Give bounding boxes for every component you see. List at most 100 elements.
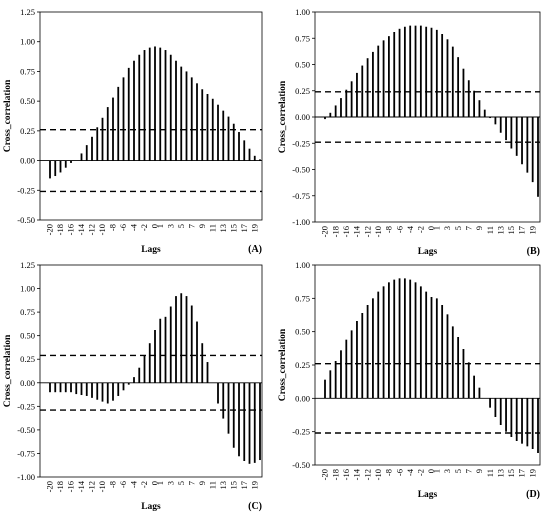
x-tick-label: 3: [165, 224, 175, 228]
x-tick-label: -20: [45, 481, 55, 492]
y-tick-label: 1.00: [20, 284, 35, 294]
y-tick-label: 0.25: [20, 354, 35, 364]
x-tick-label: -18: [55, 481, 65, 492]
x-tick-label: -4: [405, 468, 415, 476]
y-tick-label: -0.50: [292, 165, 310, 175]
x-tick-label: 1: [155, 224, 165, 228]
y-tick-label: 0.75: [20, 66, 35, 76]
x-tick-label: 17: [239, 481, 249, 490]
x-tick-label: -2: [416, 469, 426, 476]
x-tick-label: 19: [249, 224, 259, 233]
y-tick-label: -0.75: [292, 191, 310, 201]
y-tick-label: 0.00: [20, 156, 35, 166]
x-tick-label: -16: [66, 224, 76, 235]
x-tick-label: -18: [55, 224, 65, 235]
x-tick-label: 13: [218, 224, 228, 233]
x-tick-label: 7: [463, 469, 473, 473]
x-tick-label: 5: [176, 481, 186, 485]
x-tick-label: -20: [320, 226, 330, 237]
x-tick-label: 19: [527, 469, 537, 478]
x-tick-label: 13: [495, 469, 505, 478]
x-tick-label: 9: [474, 469, 484, 473]
y-tick-label: 0.75: [295, 33, 310, 43]
y-axis-title: Cross_correlation: [3, 79, 13, 152]
x-tick-label: 7: [186, 224, 196, 228]
x-tick-label: 11: [207, 481, 217, 489]
panel-a: 1.251.000.750.500.250.00-0.25-0.50-20 -18…: [3, 7, 263, 255]
x-tick-label: 17: [239, 224, 249, 233]
y-tick-label: 0.00: [20, 378, 35, 388]
x-tick-label: -12: [362, 469, 372, 480]
y-tick-label: -0.25: [17, 401, 35, 411]
x-tick-label: 11: [485, 469, 495, 477]
y-tick-label: 1.00: [295, 260, 310, 270]
x-tick-label: -4: [129, 223, 139, 231]
y-tick-label: -0.50: [17, 215, 35, 225]
x-tick-label: -12: [87, 481, 97, 492]
x-tick-label: -20: [320, 469, 330, 480]
y-tick-label: -0.75: [17, 448, 35, 458]
x-tick-label: 5: [453, 469, 463, 473]
x-tick-label: -6: [394, 226, 404, 233]
x-tick-label: 3: [442, 226, 452, 230]
x-tick-label: -20: [45, 224, 55, 235]
x-tick-label: 19: [527, 226, 537, 235]
x-tick-label: -2: [416, 226, 426, 233]
x-tick-label: 9: [197, 224, 207, 228]
y-tick-label: 0.25: [295, 360, 310, 370]
x-tick-label: 5: [176, 224, 186, 228]
x-tick-label: -14: [352, 225, 362, 237]
y-axis-title: Cross_correlation: [278, 328, 288, 401]
x-tick-label: 0: [426, 226, 436, 230]
x-tick-label: -4: [405, 225, 415, 233]
x-tick-label: -6: [118, 481, 128, 488]
plot-frame: [314, 264, 541, 466]
x-tick-label: 15: [506, 469, 516, 478]
y-tick-label: -1.00: [17, 472, 35, 482]
y-tick-label: 0.00: [295, 393, 310, 403]
y-tick-label: 0.25: [295, 86, 310, 96]
y-tick-label: 0.50: [295, 327, 310, 337]
y-tick-label: 0.50: [20, 96, 35, 106]
panel-label: (B): [527, 246, 540, 257]
x-tick-label: 15: [228, 224, 238, 233]
panel-label: (C): [248, 501, 262, 512]
y-tick-label: -0.25: [292, 427, 310, 437]
x-axis-title: Lags: [141, 245, 161, 255]
x-tick-label: -18: [330, 469, 340, 480]
x-tick-label: -10: [97, 481, 107, 492]
x-tick-label: -12: [87, 224, 97, 235]
x-tick-label: -8: [384, 469, 394, 476]
x-tick-label: 9: [197, 481, 207, 485]
x-tick-label: 7: [463, 226, 473, 230]
y-tick-label: 0.50: [20, 331, 35, 341]
x-tick-label: 3: [442, 469, 452, 473]
y-tick-label: 1.00: [295, 7, 310, 17]
x-tick-label: -16: [341, 469, 351, 480]
panel-b: 1.00 0.75 0.50 0.25 0.00 -0.25 -0.50 -0.75 -1.00…: [278, 7, 541, 257]
x-tick-label: -16: [341, 226, 351, 237]
x-tick-label: -10: [97, 224, 107, 235]
x-tick-label: 1: [155, 481, 165, 485]
y-axis-title: Cross_correlation: [3, 334, 13, 407]
x-tick-label: -16: [66, 481, 76, 492]
plot-frame: [39, 11, 263, 221]
panel-c: 1.25 1.00 0.75 0.50 0.25 0.00 -0.25 -0.50 -0.75 -…: [3, 260, 263, 512]
y-tick-label: 1.25: [20, 260, 35, 270]
x-tick-label: -10: [373, 226, 383, 237]
x-tick-label: -2: [139, 481, 149, 488]
y-tick-label: 0.75: [20, 307, 35, 317]
y-tick-label: -1.00: [292, 217, 310, 227]
x-axis-title: Lags: [141, 502, 161, 512]
y-axis-title: Cross_correlation: [278, 80, 288, 153]
x-tick-label: 17: [517, 469, 527, 478]
x-tick-label: -14: [352, 468, 362, 480]
x-tick-label: -8: [108, 481, 118, 488]
x-tick-label: 0: [426, 469, 436, 473]
x-tick-label: -14: [76, 480, 86, 492]
x-tick-label: 15: [506, 226, 516, 235]
x-tick-label: 11: [485, 226, 495, 234]
x-tick-label: -14: [76, 223, 86, 235]
y-tick-label: 0.00: [295, 112, 310, 122]
